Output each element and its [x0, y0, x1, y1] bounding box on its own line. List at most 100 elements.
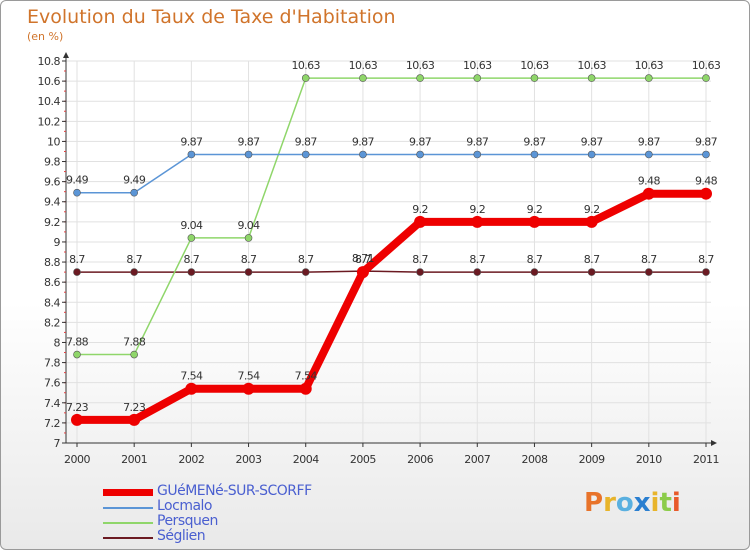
series-line [76, 77, 707, 356]
data-point [244, 268, 253, 276]
data-label: 8.7 [698, 253, 714, 266]
data-label: 9.87 [581, 135, 604, 148]
data-label: 9.49 [66, 174, 89, 187]
data-label: 9.87 [352, 135, 375, 148]
data-label: 10.63 [463, 59, 492, 72]
logo-letter: o [615, 488, 634, 518]
data-point [642, 187, 655, 200]
data-point [242, 382, 255, 395]
data-point [187, 150, 196, 159]
data-point [301, 74, 310, 82]
y-tick-label: 7.2 [44, 417, 60, 430]
data-point [530, 74, 539, 82]
logo-letter: x [633, 488, 651, 518]
data-point [71, 413, 83, 426]
data-point [244, 234, 253, 242]
data-label: 10.63 [349, 59, 378, 72]
logo-letter: P [584, 488, 604, 518]
data-label: 9.2 [584, 203, 600, 216]
x-tick-label: 2006 [407, 453, 433, 466]
data-point [356, 266, 369, 279]
legend-label-guemene: GUéMENé-SUR-SCORFF [157, 483, 312, 499]
data-point [128, 413, 141, 426]
data-point [187, 268, 196, 276]
data-point [473, 268, 482, 276]
data-point [73, 350, 81, 359]
x-tick-label: 2007 [464, 453, 490, 466]
data-label: 8.71 [352, 252, 374, 265]
data-label: 10.63 [577, 59, 606, 72]
data-label: 7.54 [180, 370, 203, 383]
data-point [130, 188, 138, 197]
data-label: 8.7 [469, 253, 485, 266]
data-label: 10.63 [635, 59, 664, 72]
y-tick-label: 9.8 [44, 156, 60, 169]
data-label: 9.87 [409, 135, 432, 148]
data-point [130, 350, 138, 359]
data-label: 7.54 [295, 370, 318, 383]
data-label: 8.7 [184, 253, 200, 266]
data-label: 8.7 [355, 253, 371, 266]
data-point [359, 74, 367, 82]
y-tick-label: 8.4 [44, 296, 60, 309]
y-tick-label: 9.2 [44, 216, 60, 229]
data-point [587, 74, 596, 82]
data-point [530, 150, 539, 159]
y-tick-label: 10.6 [38, 75, 61, 88]
data-label: 9.48 [638, 175, 661, 188]
y-tick-label: 9 [54, 236, 61, 249]
x-tick-label: 2003 [236, 453, 262, 466]
y-tick-label: 8.6 [44, 276, 60, 289]
y-tick-label: 10 [47, 135, 60, 148]
data-point [645, 150, 653, 159]
data-label: 9.87 [638, 135, 661, 148]
data-point [73, 188, 81, 197]
legend-swatch-guemene [103, 489, 153, 496]
data-label: 7.88 [123, 336, 146, 349]
chart-title: Evolution du Taux de Taxe d'Habitation [27, 6, 396, 28]
data-point [587, 150, 596, 159]
data-label: 9.2 [469, 203, 485, 216]
data-label: 10.63 [520, 59, 549, 72]
x-tick-label: 2000 [64, 453, 90, 466]
data-label: 10.63 [406, 59, 435, 72]
x-tick-label: 2009 [579, 453, 605, 466]
data-point [299, 382, 312, 395]
y-tick-label: 9.4 [44, 196, 60, 209]
data-point [416, 74, 424, 82]
data-point [700, 187, 712, 200]
series-line [76, 153, 707, 194]
x-tick-label: 2005 [350, 453, 376, 466]
data-label: 7.23 [66, 401, 89, 414]
data-label: 8.7 [298, 253, 314, 266]
data-point [645, 74, 653, 82]
data-point [130, 268, 138, 276]
series-line [73, 189, 710, 424]
data-label: 9.48 [695, 175, 718, 188]
data-label: 9.04 [180, 219, 203, 232]
data-label: 7.54 [237, 370, 260, 383]
data-point [301, 268, 310, 276]
data-label: 9.87 [180, 135, 203, 148]
data-point [587, 268, 596, 276]
y-tick-label: 10.8 [38, 55, 61, 68]
y-tick-label: 7.8 [44, 357, 60, 370]
data-point [301, 150, 310, 159]
data-label: 9.87 [695, 135, 718, 148]
data-label: 9.87 [237, 135, 260, 148]
logo-letter: t [659, 488, 672, 518]
y-axis-arrow [63, 52, 69, 58]
data-label: 9.2 [527, 203, 543, 216]
legend-swatch-locmalo [103, 507, 153, 509]
data-point [702, 268, 710, 276]
legend-swatch-seglien [103, 537, 153, 539]
logo-letter: r [603, 488, 616, 518]
legend-label-locmalo: Locmalo [157, 498, 213, 514]
x-tick-label: 2010 [636, 453, 662, 466]
data-point [702, 74, 710, 82]
data-point [416, 268, 424, 276]
y-tick-label: 7.4 [44, 397, 60, 410]
data-label: 8.7 [527, 253, 543, 266]
